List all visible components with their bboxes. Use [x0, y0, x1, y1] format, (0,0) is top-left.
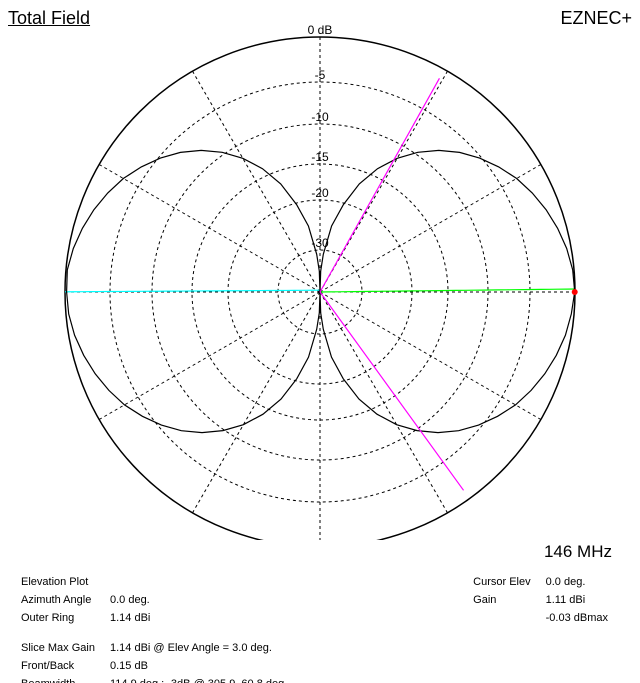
svg-text:0 dB: 0 dB	[308, 23, 333, 37]
info-panel-right: Cursor Elev 0.0 deg. Gain 1.11 dBi -0.03…	[470, 572, 622, 628]
front-back-label: Front/Back	[20, 658, 107, 674]
cursor-elev-label: Cursor Elev	[472, 574, 542, 590]
gain-value: 1.11 dBi	[545, 592, 620, 608]
azimuth-angle-label: Azimuth Angle	[20, 592, 107, 608]
frequency-label: 146 MHz	[544, 542, 612, 562]
gain-label: Gain	[472, 592, 542, 608]
outer-ring-value: 1.14 dBi	[109, 610, 299, 626]
cursor-elev-value: 0.0 deg.	[545, 574, 620, 590]
polar-elevation-chart: 0 dB-5-10-15-20-30	[24, 12, 616, 540]
svg-text:-10: -10	[311, 110, 329, 124]
slice-max-gain-value: 1.14 dBi @ Elev Angle = 3.0 deg.	[109, 640, 299, 656]
plot-type: Elevation Plot	[20, 574, 299, 590]
dbmax-value: -0.03 dBmax	[545, 610, 620, 626]
beamwidth-label: Beamwidth	[20, 676, 107, 683]
svg-text:-20: -20	[311, 186, 329, 200]
svg-text:-5: -5	[315, 68, 326, 82]
beamwidth-value: 114.9 deg.; -3dB @ 305.9, 60.8 deg.	[109, 676, 299, 683]
outer-ring-label: Outer Ring	[20, 610, 107, 626]
svg-text:-15: -15	[311, 150, 329, 164]
info-panel-left: Elevation Plot Azimuth Angle 0.0 deg. Ou…	[18, 572, 301, 683]
azimuth-angle-value: 0.0 deg.	[109, 592, 299, 608]
front-back-value: 0.15 dB	[109, 658, 299, 674]
slice-max-gain-label: Slice Max Gain	[20, 640, 107, 656]
